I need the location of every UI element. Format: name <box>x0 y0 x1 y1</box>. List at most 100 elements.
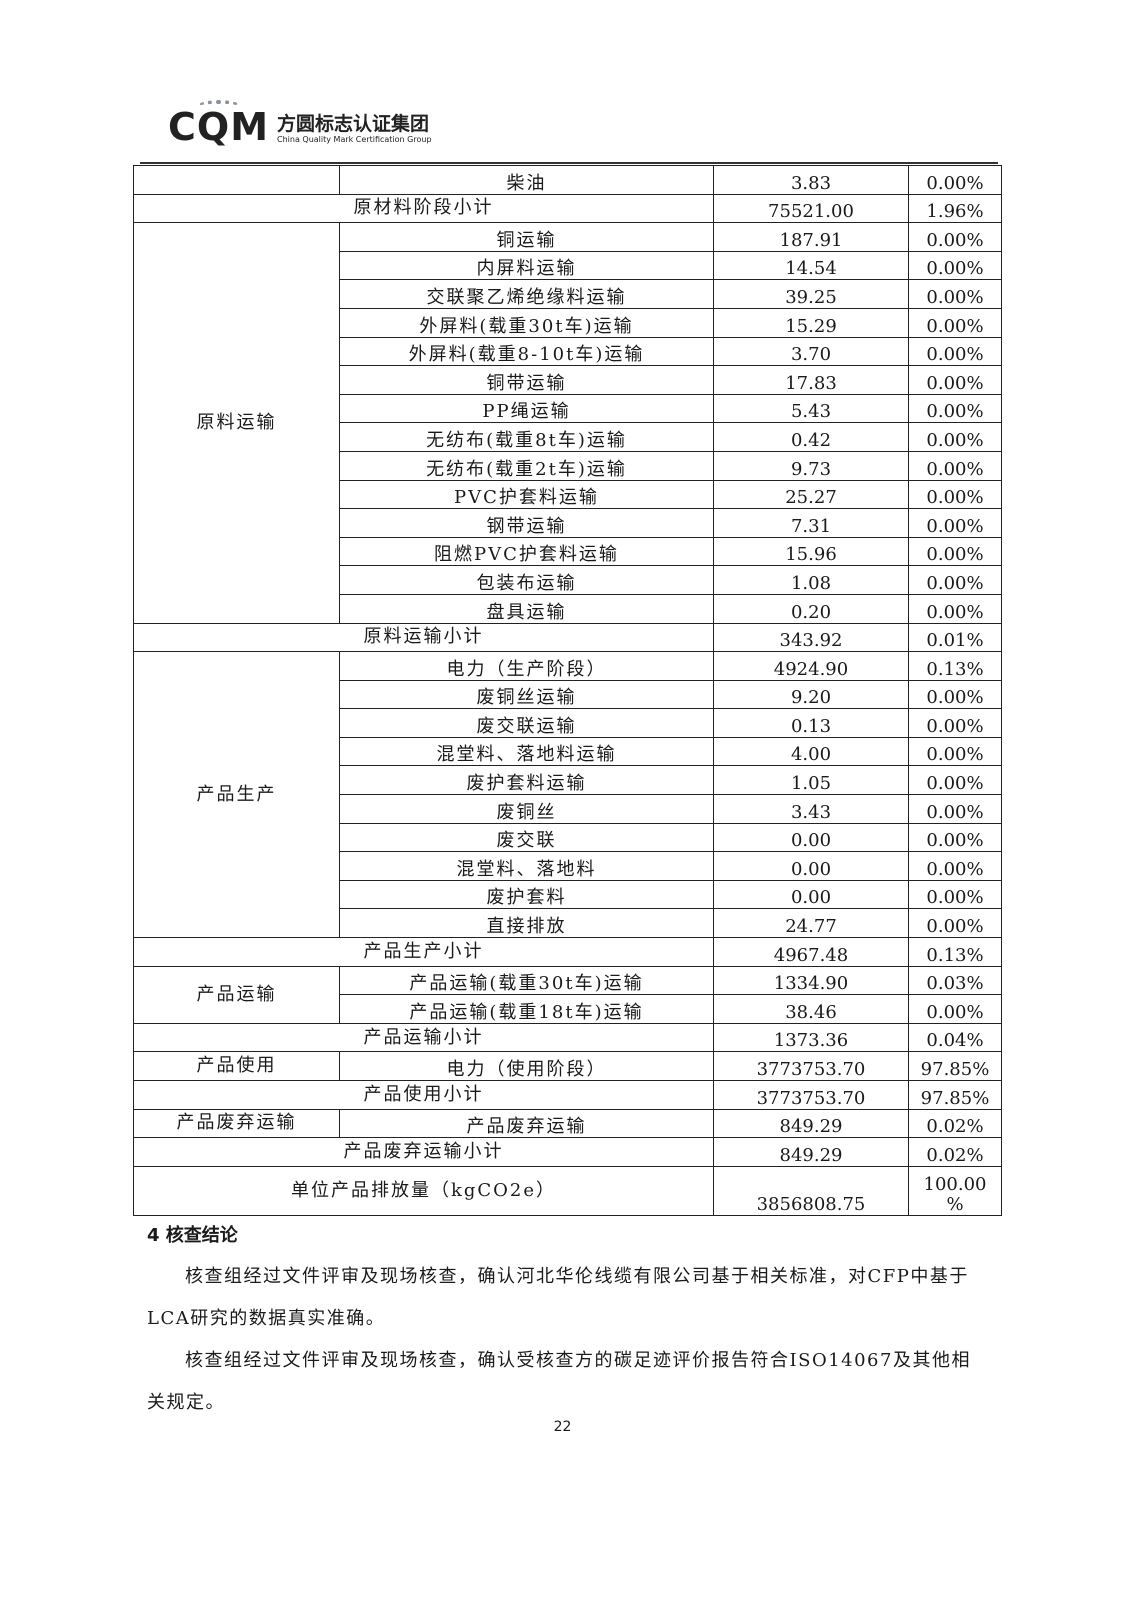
emission-percent: 0.00% <box>908 794 1002 824</box>
total-percent-line1: 100.00 <box>923 1173 987 1195</box>
item-name: 产品运输(载重18t车)运输 <box>339 994 714 1024</box>
emission-value: 15.96 <box>713 536 909 567</box>
subtotal-label: 原材料阶段小计 <box>133 193 714 224</box>
emission-value: 9.20 <box>713 679 909 710</box>
emission-value: 343.92 <box>713 622 909 653</box>
item-name: 内屏料运输 <box>339 250 714 281</box>
emission-value: 3.70 <box>713 336 909 367</box>
emission-percent: 0.00% <box>908 593 1002 624</box>
item-name: 废交联运输 <box>339 708 714 738</box>
subtotal-row: 产品运输小计 1373.36 0.04% <box>133 1022 1002 1053</box>
emission-percent: 0.00% <box>908 279 1002 309</box>
emission-percent: 0.13% <box>908 937 1002 967</box>
item-name: 废铜丝运输 <box>339 679 714 710</box>
subtotal-label: 产品废弃运输小计 <box>133 1137 714 1167</box>
item-name: 混堂料、落地料运输 <box>339 736 714 767</box>
emission-percent: 0.00% <box>908 479 1002 510</box>
item-name: 无纺布(载重2t车)运输 <box>339 450 714 481</box>
table-row: 包装布运输 1.08 0.00% <box>134 565 1002 595</box>
conclusion-paragraph-1: 核查组经过文件评审及现场核查，确认河北华伦线缆有限公司基于相关标准，对CFP中基… <box>147 1266 969 1329</box>
emissions-table: 柴油 3.83 0.00% 原材料阶段小计 75521.00 1.96% 原料运输 铜运输 18… <box>133 165 1002 1216</box>
emission-percent: 0.04% <box>908 1022 1002 1053</box>
item-name: 盘具运输 <box>339 593 714 624</box>
table-row: 外屏料(载重8-10t车)运输 3.70 0.00% <box>134 336 1002 367</box>
item-name: 包装布运输 <box>339 565 714 595</box>
table-row: 产品生产 电力（生产阶段） 4924.90 0.13% <box>133 651 1002 939</box>
emission-value: 3773753.70 <box>713 1080 909 1110</box>
table-row: 产品废弃运输 产品废弃运输 849.29 0.02% <box>133 1108 1002 1139</box>
emission-value: 1373.36 <box>713 1022 909 1053</box>
item-name: 产品运输(载重30t车)运输 <box>339 965 714 996</box>
emission-value: 1.08 <box>713 565 909 595</box>
emission-value: 25.27 <box>713 479 909 510</box>
item-name: 电力（使用阶段） <box>339 1051 714 1081</box>
emission-value: 0.00 <box>713 851 909 881</box>
emission-percent: 0.00% <box>908 508 1002 538</box>
emission-percent: 0.00% <box>908 879 1002 910</box>
emission-percent: 0.00% <box>908 822 1002 853</box>
table-row: 无纺布(载重2t车)运输 9.73 0.00% <box>134 450 1002 481</box>
emission-percent: 0.13% <box>908 651 1002 681</box>
subtotal-row: 原料运输小计 343.92 0.01% <box>133 622 1002 653</box>
item-name: 产品废弃运输 <box>339 1108 714 1139</box>
emission-percent: 0.01% <box>908 622 1002 653</box>
item-name: PVC护套料运输 <box>339 479 714 510</box>
item-name: PP绳运输 <box>339 393 714 424</box>
emission-value: 7.31 <box>713 508 909 538</box>
logo-arc-icon <box>198 100 240 112</box>
conclusion-paragraph-2: 核查组经过文件评审及现场核查，确认受核查方的碳足迹评价报告符合ISO14067及… <box>147 1350 971 1413</box>
item-name: 铜带运输 <box>339 365 714 395</box>
emission-value: 849.29 <box>713 1137 909 1167</box>
emission-value: 4.00 <box>713 736 909 767</box>
item-name: 铜运输 <box>339 222 714 252</box>
subtotal-label: 产品生产小计 <box>133 937 714 967</box>
table-row: 废铜丝运输 9.20 0.00% <box>134 679 1002 710</box>
item-name: 交联聚乙烯绝缘料运输 <box>339 279 714 309</box>
section-heading: 4 核查结论 <box>147 1225 238 1246</box>
emission-percent: 0.00% <box>908 307 1002 338</box>
emission-value: 3773753.70 <box>713 1051 909 1081</box>
table-row: 废铜丝 3.43 0.00% <box>134 794 1002 824</box>
emission-percent: 0.00% <box>908 250 1002 281</box>
table-row: 阻燃PVC护套料运输 15.96 0.00% <box>134 536 1002 567</box>
item-name: 直接排放 <box>339 908 714 939</box>
emission-value: 3.43 <box>713 794 909 824</box>
subtotal-label: 产品使用小计 <box>133 1080 714 1110</box>
emission-value: 0.00 <box>713 822 909 853</box>
item-name: 废护套料 <box>339 879 714 910</box>
emission-percent: 1.96% <box>908 193 1002 224</box>
total-percent-line2: % <box>946 1193 964 1215</box>
emission-value: 5.43 <box>713 393 909 424</box>
logo-en: China Quality Mark Certification Group <box>277 135 432 144</box>
subtotal-row: 产品生产小计 4967.48 0.13% <box>133 937 1002 967</box>
emission-value: 75521.00 <box>713 193 909 224</box>
header-rule <box>140 162 998 164</box>
emission-value: 0.42 <box>713 422 909 452</box>
table-row: 内屏料运输 14.54 0.00% <box>134 250 1002 281</box>
emission-percent: 97.85% <box>908 1080 1002 1110</box>
stage-label: 产品废弃运输 <box>133 1108 340 1139</box>
stage-label: 产品运输 <box>133 965 340 1024</box>
item-name: 废护套料运输 <box>339 765 714 796</box>
table-row: 铜带运输 17.83 0.00% <box>134 365 1002 395</box>
table-row: 产品使用 电力（使用阶段） 3773753.70 97.85% <box>133 1051 1002 1081</box>
total-percent: 100.00% <box>908 1165 1002 1216</box>
item-name: 外屏料(载重30t车)运输 <box>339 307 714 338</box>
logo-mark: CQM <box>168 100 269 146</box>
emission-percent: 0.00% <box>908 765 1002 796</box>
stage-label: 产品生产 <box>133 651 340 939</box>
emission-percent: 0.00% <box>908 708 1002 738</box>
emission-value: 849.29 <box>713 1108 909 1139</box>
emission-value: 17.83 <box>713 365 909 395</box>
emission-value: 3.83 <box>713 165 909 195</box>
emission-value: 39.25 <box>713 279 909 309</box>
emission-percent: 0.00% <box>908 736 1002 767</box>
table-row: 废交联 0.00 0.00% <box>134 822 1002 853</box>
emission-percent: 0.00% <box>908 679 1002 710</box>
emission-percent: 97.85% <box>908 1051 1002 1081</box>
table-row: 无纺布(载重8t车)运输 0.42 0.00% <box>134 422 1002 452</box>
emission-percent: 0.00% <box>908 450 1002 481</box>
emission-value: 24.77 <box>713 908 909 939</box>
page-number: 22 <box>553 1419 572 1435</box>
table-row: 原料运输 铜运输 187.91 0.00% <box>133 222 1002 624</box>
